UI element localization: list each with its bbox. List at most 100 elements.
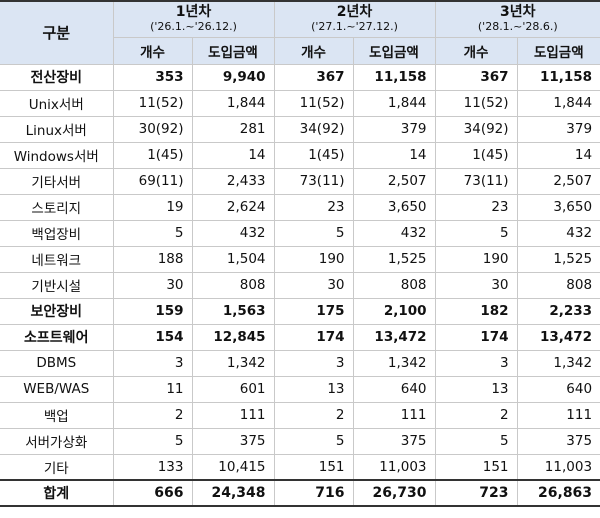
row-label: 서버가상화 [0, 427, 114, 455]
table-row: Linux서버 30(92) 281 34(92) 379 34(92) 379 [0, 115, 600, 143]
amount-cell: 2,100 [352, 297, 436, 325]
amount-cell: 808 [352, 271, 436, 299]
amount-cell: 11,003 [352, 453, 436, 481]
year-3-label: 3년차 [500, 4, 536, 21]
table-row: DBMS 3 1,342 3 1,342 3 1,342 [0, 349, 600, 377]
header-count: 개수 [273, 36, 354, 65]
header-count: 개수 [434, 36, 518, 65]
count-cell: 30 [434, 271, 518, 299]
amount-cell: 375 [352, 427, 436, 455]
amount-cell: 375 [191, 427, 275, 455]
amount-cell: 10,415 [191, 453, 275, 481]
amount-cell: 3,650 [516, 193, 600, 221]
amount-cell: 1,844 [352, 89, 436, 117]
amount-cell: 1,504 [191, 245, 275, 273]
year-2-label: 2년차 [336, 4, 373, 21]
row-label: 스토리지 [0, 193, 114, 221]
count-cell: 190 [434, 245, 518, 273]
row-label: DBMS [0, 349, 114, 377]
table-row: 기타 133 10,415 151 11,003 151 11,003 [0, 453, 600, 481]
count-cell: 353 [112, 63, 193, 91]
count-cell: 151 [434, 453, 518, 481]
table-row: WEB/WAS 11 601 13 640 13 640 [0, 375, 600, 403]
amount-cell: 14 [516, 141, 600, 169]
header-count: 개수 [113, 36, 193, 65]
row-label: Linux서버 [0, 115, 114, 143]
header-amount: 도입금액 [352, 36, 436, 65]
table-body: 전산장비 353 9,940 367 11,158 367 11,158 Unix서버 11(5… [0, 63, 600, 507]
count-cell: 34(92) [434, 115, 518, 143]
amount-cell: 13,472 [352, 323, 436, 351]
count-cell: 174 [273, 323, 354, 351]
count-cell: 11 [112, 375, 193, 403]
count-cell: 73(11) [434, 167, 518, 195]
category-row: 소프트웨어 154 12,845 174 13,472 174 13,472 [0, 323, 600, 351]
amount-cell: 1,342 [191, 349, 275, 377]
year-1-period: ('26.1.~'26.12.) [150, 20, 237, 34]
header-year-1: 1년차 ('26.1.~'26.12.) [112, 0, 275, 38]
count-cell: 154 [112, 323, 193, 351]
count-cell: 174 [434, 323, 518, 351]
amount-cell: 808 [191, 271, 275, 299]
count-cell: 159 [112, 297, 193, 325]
count-cell: 5 [434, 427, 518, 455]
header-year-3: 3년차 ('28.1.~'28.6.) [434, 0, 600, 38]
year-3-period: ('28.1.~'28.6.) [477, 20, 558, 34]
amount-cell: 14 [191, 141, 275, 169]
row-label: 전산장비 [0, 63, 114, 91]
row-label: Windows서버 [0, 141, 114, 169]
amount-cell: 1,342 [352, 349, 436, 377]
count-cell: 5 [112, 427, 193, 455]
amount-cell: 432 [191, 219, 275, 247]
count-cell: 5 [273, 219, 354, 247]
table-row: 서버가상화 5 375 5 375 5 375 [0, 427, 600, 455]
row-label: 합계 [0, 479, 114, 507]
count-cell: 723 [434, 479, 518, 507]
count-cell: 133 [112, 453, 193, 481]
count-cell: 367 [273, 63, 354, 91]
row-label: 소프트웨어 [0, 323, 114, 351]
row-label: 기타 [0, 453, 114, 481]
count-cell: 23 [273, 193, 354, 221]
row-label: Unix서버 [0, 89, 114, 117]
header-year-2: 2년차 ('27.1.~'27.12.) [273, 0, 436, 38]
header-amount: 도입금액 [516, 36, 600, 65]
table-row: 스토리지 19 2,624 23 3,650 23 3,650 [0, 193, 600, 221]
amount-cell: 11,003 [516, 453, 600, 481]
count-cell: 5 [273, 427, 354, 455]
count-cell: 13 [273, 375, 354, 403]
table-row: 기타서버 69(11) 2,433 73(11) 2,507 73(11) 2,507 [0, 167, 600, 195]
count-cell: 73(11) [273, 167, 354, 195]
amount-cell: 24,348 [191, 479, 275, 507]
category-row: 보안장비 159 1,563 175 2,100 182 2,233 [0, 297, 600, 325]
row-label: 백업 [0, 401, 114, 429]
amount-cell: 379 [352, 115, 436, 143]
row-label: 백업장비 [0, 219, 114, 247]
amount-cell: 1,342 [516, 349, 600, 377]
amount-cell: 26,730 [352, 479, 436, 507]
amount-cell: 9,940 [191, 63, 275, 91]
count-cell: 2 [273, 401, 354, 429]
amount-cell: 379 [516, 115, 600, 143]
amount-cell: 111 [352, 401, 436, 429]
table-row: 백업 2 111 2 111 2 111 [0, 401, 600, 429]
count-cell: 2 [112, 401, 193, 429]
amount-cell: 281 [191, 115, 275, 143]
count-cell: 716 [273, 479, 354, 507]
amount-cell: 1,525 [516, 245, 600, 273]
count-cell: 13 [434, 375, 518, 403]
count-cell: 1(45) [112, 141, 193, 169]
amount-cell: 432 [516, 219, 600, 247]
count-cell: 175 [273, 297, 354, 325]
amount-cell: 2,433 [191, 167, 275, 195]
amount-cell: 14 [352, 141, 436, 169]
amount-cell: 2,233 [516, 297, 600, 325]
row-label: WEB/WAS [0, 375, 114, 403]
count-cell: 5 [112, 219, 193, 247]
count-cell: 367 [434, 63, 518, 91]
amount-cell: 2,624 [191, 193, 275, 221]
amount-cell: 432 [352, 219, 436, 247]
year-2-period: ('27.1.~'27.12.) [311, 20, 398, 34]
amount-cell: 1,844 [191, 89, 275, 117]
amount-cell: 11,158 [352, 63, 436, 91]
